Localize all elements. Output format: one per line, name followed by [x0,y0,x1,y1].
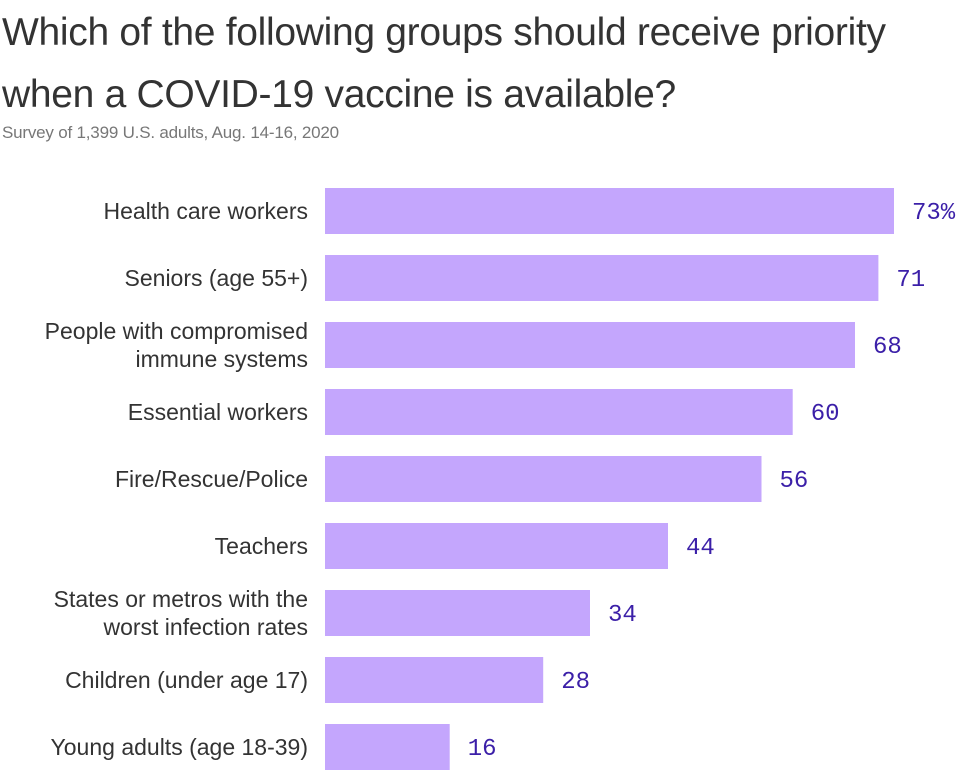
bar [325,456,762,502]
bar [325,657,544,703]
category-label: States or metros with the worst infection… [54,586,308,640]
category-label: People with compromised immune systems [45,318,308,372]
value-label: 56 [780,468,809,495]
chart-title: Which of the following groups should rec… [2,11,886,116]
chart-subtitle: Survey of 1,399 U.S. adults, Aug. 14-16,… [2,123,339,142]
bar [325,255,879,301]
value-labels-group: 73% 71 68 60 56 44 34 28 16 [468,200,956,763]
value-label: 34 [608,602,637,629]
bar [325,389,793,435]
category-labels-group: Health care workers Seniors (age 55+) Peop… [45,198,308,760]
value-label: 71 [896,267,925,294]
value-label: 60 [811,401,840,428]
bar [325,724,450,770]
category-label: Fire/Rescue/Police [115,466,308,492]
bar [325,590,590,636]
value-label: 28 [561,669,590,696]
value-label: 44 [686,535,715,562]
bar [325,188,894,234]
category-label: Health care workers [103,198,308,224]
category-label: Seniors (age 55+) [125,265,308,291]
bars-group [325,188,894,770]
value-label: 16 [468,736,497,763]
category-label: Teachers [215,533,308,559]
category-label: Essential workers [128,399,308,425]
value-label: 68 [873,334,902,361]
bar [325,523,668,569]
value-label: 73% [912,200,956,227]
category-label: Children (under age 17) [65,667,308,693]
bar [325,322,855,368]
category-label: Young adults (age 18-39) [51,734,308,760]
